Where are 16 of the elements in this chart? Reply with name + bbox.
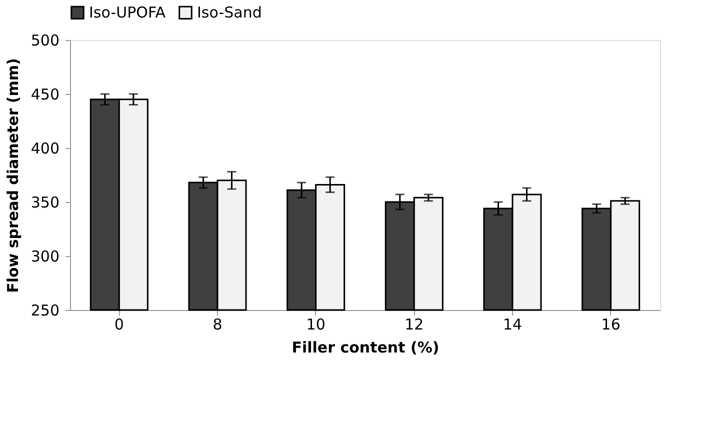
legend-label: Iso-Sand (197, 4, 262, 22)
y-tick-label: 450 (30, 86, 60, 104)
legend-label: Iso-UPOFA (89, 4, 166, 22)
x-tick-label: 12 (404, 316, 424, 334)
x-axis-title: Filler content (%) (292, 338, 440, 356)
x-tick-label: 8 (212, 316, 222, 334)
x-tick-label: 14 (502, 316, 522, 334)
y-tick-label: 500 (30, 32, 60, 50)
x-tick-label: 0 (114, 316, 124, 334)
x-tick-label: 16 (601, 316, 620, 334)
y-tick-label: 350 (30, 194, 60, 212)
x-tick-label: 10 (306, 316, 326, 334)
y-tick-label: 400 (30, 140, 60, 158)
y-tick-label: 300 (30, 248, 60, 266)
y-tick-label: 250 (30, 302, 60, 320)
y-axis-title: Flow spread diameter (mm) (4, 58, 22, 293)
